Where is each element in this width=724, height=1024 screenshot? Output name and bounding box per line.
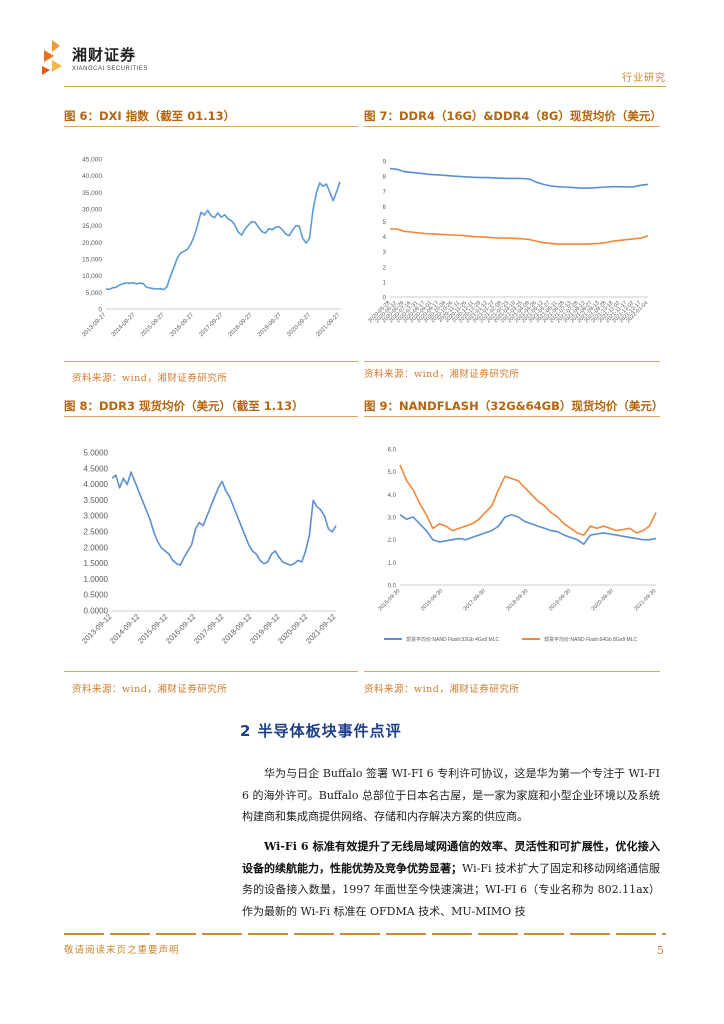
figure-6-title: 图 6：DXI 指数（截至 01.13） — [64, 109, 236, 123]
figure-8-frame: 0.0000 0.5000 1.0000 1.5000 2.0000 2.5000 3.00… — [64, 416, 358, 672]
x-tick-label: 2019-09-30 — [548, 588, 572, 612]
x-tick-label: 2014-09-27 — [111, 312, 137, 338]
y-tick-label: 40,000 — [82, 173, 102, 180]
x-tick-label: 2015-09-27 — [140, 312, 166, 338]
paragraph-2-text: Wi-Fi 技术扩大了固定和移动网络通信服务的设备接入数量，1997 年面世至今… — [242, 861, 660, 918]
y-tick-label: 30,000 — [82, 207, 102, 214]
nandflash-price-chart: 0.0 1.0 2.0 3.0 4.0 5.0 6.0 2015-09-30 2016-09-3… — [377, 448, 657, 644]
y-tick-label: 0.5000 — [84, 591, 109, 600]
y-tick-label: 1.0 — [388, 561, 397, 567]
footer-disclaimer: 敬请阅读末页之重要声明 — [64, 945, 180, 956]
y-tick-label: 4.0 — [388, 493, 397, 499]
paragraph-2-emphasis: Wi-Fi 6 标准有效提升了无线局域网通信的效率、灵活性和可扩展性，优化接入设… — [242, 840, 660, 875]
figure-7-title: 图 7：DDR4（16G）&DDR4（8G）现货均价（美元） — [364, 109, 662, 123]
figure-9-frame: 0.0 1.0 2.0 3.0 4.0 5.0 6.0 2015-09-30 2016-09-3… — [364, 416, 660, 672]
y-tick-label: 20,000 — [82, 240, 102, 247]
series-line-2 — [390, 228, 649, 245]
y-tick-label: 2.5000 — [84, 528, 109, 537]
company-logo: 湘财证券 XIANGCAI SECURITIES — [40, 38, 148, 78]
y-tick-label: 7 — [383, 190, 387, 196]
y-tick-label: 4.5000 — [84, 464, 109, 473]
legend-label: 现货平均价:NAND Flash:64Gb 8Gx8 MLC — [544, 636, 637, 643]
figure-7-source: 资料来源：wind，湘财证券研究所 — [364, 369, 520, 380]
paragraph-1: 华为与日企 Buffalo 签署 WI-FI 6 专利许可协议，这是华为第一个专… — [242, 763, 660, 828]
page-number: 5 — [657, 944, 664, 957]
series-line-1 — [389, 167, 649, 190]
y-tick-label: 8 — [383, 175, 387, 181]
y-tick-label: 1.0000 — [84, 575, 109, 584]
figure-6-source: 资料来源：wind，湘财证券研究所 — [72, 373, 228, 384]
y-tick-label: 3.5000 — [84, 496, 109, 505]
y-tick-label: 1.5000 — [84, 559, 109, 568]
y-tick-label: 5 — [383, 220, 387, 226]
legend-label: 现货平均价:NAND Flash:32Gb 4Gx8 MLC — [406, 636, 499, 643]
y-tick-label: 2.0 — [388, 538, 397, 544]
x-tick-label: 2016-09-30 — [420, 588, 444, 612]
y-tick-label: 15,000 — [82, 257, 102, 264]
x-tick-label: 2021-09-27 — [315, 312, 341, 338]
y-tick-label: 0 — [383, 296, 387, 302]
x-tick-label: 2017-09-30 — [463, 588, 487, 612]
dxi-index-chart: 0 5,000 10,000 15,000 20,000 25,000 30,000 35,0… — [81, 157, 341, 339]
series-line-2 — [399, 464, 657, 536]
y-tick-label: 5.0000 — [84, 449, 109, 458]
y-tick-label: 35,000 — [82, 190, 102, 197]
x-tick-label: 2017-09-27 — [198, 312, 224, 338]
x-tick-label: 2020-09-30 — [591, 588, 615, 612]
x-tick-label: 2019-09-27 — [257, 312, 283, 338]
y-tick-label: 3.0000 — [84, 512, 109, 521]
ddr3-price-chart: 0.0000 0.5000 1.0000 1.5000 2.0000 2.5000 3.00… — [80, 449, 337, 646]
y-tick-label: 0 — [98, 307, 102, 314]
y-tick-label: 2 — [383, 265, 387, 271]
section-heading: 2 半导体板块事件点评 — [240, 722, 402, 740]
x-tick-label: 2018-09-27 — [228, 312, 254, 338]
y-tick-label: 5.0 — [388, 470, 397, 476]
y-tick-label: 6 — [383, 205, 387, 211]
figure-6-frame: 0 5,000 10,000 15,000 20,000 25,000 30,000 35,0… — [64, 126, 358, 362]
y-tick-label: 6.0 — [388, 448, 397, 454]
y-tick-label: 0.0000 — [84, 607, 109, 616]
y-tick-label: 4 — [383, 235, 387, 241]
footer-divider — [64, 933, 666, 935]
y-tick-label: 3.0 — [388, 516, 397, 522]
x-tick-label: 2013-09-27 — [81, 312, 107, 338]
x-tick-label: 2016-09-27 — [169, 312, 195, 338]
y-tick-label: 3 — [383, 250, 387, 256]
figure-8-title: 图 8：DDR3 现货均价（美元）（截至 1.13） — [64, 399, 304, 413]
y-tick-label: 25,000 — [82, 223, 102, 230]
y-tick-label: 1 — [383, 280, 387, 286]
series-line-1 — [111, 471, 337, 566]
figure-8-source: 资料来源：wind，湘财证券研究所 — [72, 684, 228, 695]
y-tick-label: 2.0000 — [84, 543, 109, 552]
y-tick-label: 9 — [383, 160, 387, 166]
paragraph-1-text: 华为与日企 Buffalo 签署 WI-FI 6 专利许可协议，这是华为第一个专… — [242, 767, 660, 823]
x-tick-label: 2015-09-30 — [377, 588, 401, 612]
header-divider — [64, 86, 666, 87]
logo-name-cn: 湘财证券 — [72, 46, 137, 64]
figure-7-frame: 0 1 2 3 4 5 6 7 8 9 2020-05-28 2020-06-12 2020-06-29… — [364, 126, 660, 362]
y-tick-label: 4.0000 — [84, 480, 109, 489]
x-tick-label: 2021-09-30 — [633, 588, 657, 612]
x-tick-label: 2018-09-30 — [505, 588, 529, 612]
series-line-1 — [105, 181, 341, 291]
ddr4-price-chart: 01234567892020-05-282020-06-122020-06-29… — [367, 160, 649, 325]
x-tick-label: 2020-09-27 — [286, 312, 312, 338]
figure-9-source: 资料来源：wind，湘财证券研究所 — [364, 684, 520, 695]
series-line-1 — [399, 513, 657, 545]
report-type-label: 行业研究 — [622, 73, 666, 84]
figure-9-title: 图 9：NANDFLASH（32G&64GB）现货均价（美元） — [364, 399, 664, 413]
y-tick-label: 10,000 — [82, 273, 102, 280]
logo-mark-icon — [42, 40, 62, 75]
y-tick-label: 5,000 — [86, 290, 103, 297]
y-tick-label: 0.0 — [388, 584, 397, 590]
x-tick-label: 2021-09-12 — [304, 612, 337, 645]
logo-name-en: XIANGCAI SECURITIES — [72, 66, 148, 72]
y-tick-label: 45,000 — [82, 157, 102, 164]
paragraph-2: Wi-Fi 6 标准有效提升了无线局域网通信的效率、灵活性和可扩展性，优化接入设… — [242, 836, 660, 922]
